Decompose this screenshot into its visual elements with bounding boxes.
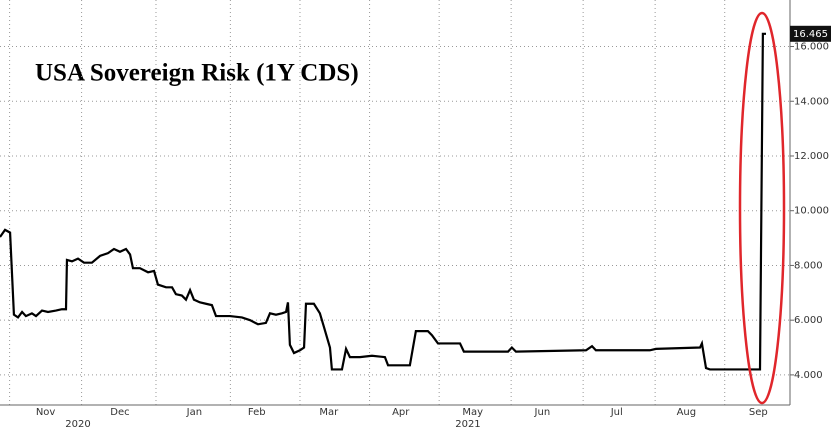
last-value-box <box>790 25 831 42</box>
year-label: 2020 <box>65 419 90 430</box>
x-tick-label: Sep <box>749 407 768 418</box>
y-tick-label: 8.000 <box>794 260 823 271</box>
y-tick-label: 16.000 <box>794 42 829 53</box>
x-tick-label: Aug <box>677 407 697 418</box>
highlight-ellipse <box>738 11 786 405</box>
x-tick-label: May <box>462 407 483 418</box>
y-tick-label: 10.000 <box>794 206 829 217</box>
last-value-label: 16.465 <box>793 29 828 40</box>
y-tick-label: 6.000 <box>794 315 823 326</box>
y-tick-label: 4.000 <box>794 370 823 381</box>
x-tick-label: Mar <box>319 407 339 418</box>
x-tick-label: Jun <box>534 407 551 418</box>
y-tick-label: 14.000 <box>794 96 829 107</box>
x-tick-label: Jul <box>610 407 623 418</box>
year-label: 2021 <box>455 419 480 430</box>
chart-title: USA Sovereign Risk (1Y CDS) <box>35 60 359 87</box>
x-tick-label: Feb <box>248 407 266 418</box>
x-tick-label: Dec <box>110 407 129 418</box>
y-tick-label: 12.000 <box>794 151 829 162</box>
x-tick-label: Nov <box>36 407 56 418</box>
x-tick-label: Apr <box>392 407 410 418</box>
line <box>0 32 767 371</box>
x-tick-label: Jan <box>186 407 202 418</box>
